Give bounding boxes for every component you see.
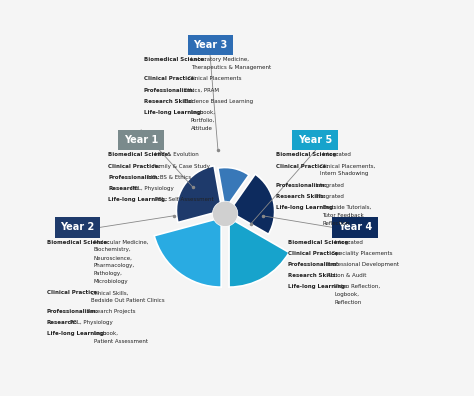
Text: Clinical Placements: Clinical Placements	[188, 76, 242, 82]
Wedge shape	[154, 218, 221, 287]
Text: Action & Audit: Action & Audit	[327, 273, 367, 278]
Text: Year 2: Year 2	[61, 222, 95, 232]
Text: Professionalism:: Professionalism:	[108, 175, 160, 180]
FancyBboxPatch shape	[332, 217, 378, 238]
Text: Ethics, PRAM: Ethics, PRAM	[183, 88, 219, 93]
Text: Research Skills:: Research Skills:	[144, 99, 194, 104]
Text: Logbook,: Logbook,	[335, 292, 359, 297]
Text: Year 1: Year 1	[124, 135, 158, 145]
Text: Professionalism:: Professionalism:	[276, 183, 328, 188]
Text: Logbook,: Logbook,	[94, 331, 118, 337]
Text: Life-long Learning:: Life-long Learning:	[144, 110, 203, 115]
Wedge shape	[229, 218, 289, 287]
FancyBboxPatch shape	[292, 130, 338, 150]
Text: Biomedical Science:: Biomedical Science:	[288, 240, 350, 245]
Text: Professional Development: Professional Development	[327, 262, 399, 267]
Text: Clinical Practice:: Clinical Practice:	[47, 290, 99, 295]
Text: Bedside Tutorials,: Bedside Tutorials,	[322, 205, 371, 210]
Text: Year 4: Year 4	[337, 222, 372, 232]
Text: Video Reflection,: Video Reflection,	[335, 284, 381, 289]
Text: Intern Shadowing: Intern Shadowing	[320, 171, 368, 177]
Text: Research Skills:: Research Skills:	[276, 194, 326, 199]
Text: Clinical Practice:: Clinical Practice:	[288, 251, 340, 256]
Text: Biomedical Science:: Biomedical Science:	[144, 57, 206, 63]
Text: Therapeutics & Management: Therapeutics & Management	[191, 65, 271, 70]
Text: Biomedical Science:: Biomedical Science:	[108, 152, 171, 158]
Text: HO, BS & Ethics: HO, BS & Ethics	[148, 175, 191, 180]
Text: PBL, Physiology: PBL, Physiology	[70, 320, 113, 326]
Text: Professionalism:: Professionalism:	[47, 309, 99, 314]
Text: Speciality Placements: Speciality Placements	[332, 251, 392, 256]
Text: Evidence Based Learning: Evidence Based Learning	[183, 99, 253, 104]
Text: Life-long Learning:: Life-long Learning:	[276, 205, 335, 210]
Text: Attitude: Attitude	[191, 126, 212, 131]
Text: Biochemistry,: Biochemistry,	[94, 248, 131, 253]
Text: PBL, Self Assessment: PBL, Self Assessment	[155, 197, 214, 202]
Text: Neuroscience,: Neuroscience,	[94, 255, 133, 261]
Text: Reflection: Reflection	[335, 300, 362, 305]
Text: Biomedical Science:: Biomedical Science:	[276, 152, 338, 158]
Wedge shape	[218, 168, 249, 209]
Text: Clinical Practice:: Clinical Practice:	[108, 164, 161, 169]
Text: Integrated: Integrated	[322, 152, 351, 158]
Text: Year 5: Year 5	[298, 135, 332, 145]
Text: Professionalism:: Professionalism:	[288, 262, 339, 267]
Text: Clinical Placements,: Clinical Placements,	[320, 164, 375, 169]
FancyBboxPatch shape	[55, 217, 100, 238]
Text: Integrated: Integrated	[315, 183, 344, 188]
Text: Clinical Skills,: Clinical Skills,	[91, 290, 128, 295]
Text: Clinical Practice:: Clinical Practice:	[276, 164, 328, 169]
Text: Patient Assessment: Patient Assessment	[94, 339, 147, 345]
Text: Year 3: Year 3	[193, 40, 228, 50]
Text: Family & Case Study: Family & Case Study	[153, 164, 210, 169]
Wedge shape	[176, 166, 222, 223]
Text: Laboratory Medicine,: Laboratory Medicine,	[191, 57, 249, 63]
Text: Portfolio,: Portfolio,	[191, 118, 215, 123]
Text: Pathology,: Pathology,	[94, 271, 122, 276]
Text: Professionalism:: Professionalism:	[144, 88, 196, 93]
Text: Biomedical Science:: Biomedical Science:	[47, 240, 109, 245]
Text: Microbiology: Microbiology	[94, 279, 128, 284]
Text: HFF & Evolution: HFF & Evolution	[155, 152, 199, 158]
Text: Life-long Learning:: Life-long Learning:	[47, 331, 106, 337]
Text: Life-long Learning:: Life-long Learning:	[108, 197, 167, 202]
Text: Research Skills:: Research Skills:	[288, 273, 337, 278]
Text: Tutor Feedback: Tutor Feedback	[322, 213, 365, 218]
Text: Clinical Practice:: Clinical Practice:	[144, 76, 196, 82]
Text: Molecular Medicine,: Molecular Medicine,	[94, 240, 148, 245]
Text: Reflection: Reflection	[322, 221, 350, 226]
Text: PBL, Physiology: PBL, Physiology	[131, 186, 174, 191]
Text: Logbook,: Logbook,	[191, 110, 216, 115]
Text: Research Projects: Research Projects	[87, 309, 135, 314]
Wedge shape	[229, 174, 274, 234]
Text: Research:: Research:	[108, 186, 139, 191]
Text: Integrated: Integrated	[315, 194, 344, 199]
FancyBboxPatch shape	[118, 130, 164, 150]
Text: Pharmacology,: Pharmacology,	[94, 263, 135, 268]
Text: Life-long Learning:: Life-long Learning:	[288, 284, 347, 289]
FancyBboxPatch shape	[188, 35, 233, 55]
Text: Integrated: Integrated	[335, 240, 363, 245]
Circle shape	[212, 201, 238, 227]
Text: Bedside Out Patient Clinics: Bedside Out Patient Clinics	[91, 298, 165, 303]
Text: Research:: Research:	[47, 320, 78, 326]
